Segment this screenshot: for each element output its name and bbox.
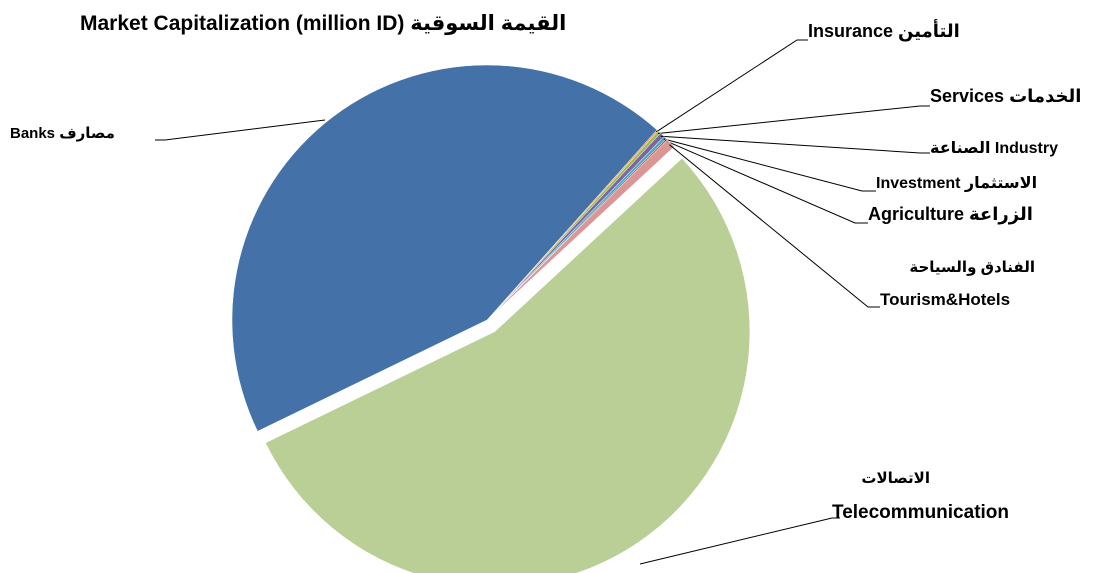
leader-line	[655, 39, 808, 133]
leader-line	[155, 119, 326, 141]
pie-slice	[486, 139, 675, 321]
slice-label: الفنادق والسياحة Tourism&Hotels	[880, 259, 1035, 309]
leader-line	[660, 135, 930, 154]
slice-label: Investment الاستثمار	[876, 175, 1037, 192]
pie-slice	[265, 157, 751, 573]
slice-label: الاتصالات Telecommunication	[832, 470, 1009, 523]
slice-label: الصناعة Industry	[930, 140, 1058, 157]
pie-slice	[231, 64, 658, 432]
slice-label: Services الخدمات	[930, 86, 1081, 106]
leader-line	[639, 517, 840, 565]
slice-label: Banks مصارف	[10, 125, 115, 142]
leader-line	[665, 140, 868, 224]
leader-line	[669, 144, 880, 308]
leader-line	[663, 138, 876, 192]
chart-title: Market Capitalization (million ID) القيم…	[80, 12, 566, 35]
leader-line	[657, 105, 930, 135]
slice-label: Agriculture الزراعة	[868, 204, 1033, 225]
slice-label: Insurance التأمين	[808, 19, 960, 42]
